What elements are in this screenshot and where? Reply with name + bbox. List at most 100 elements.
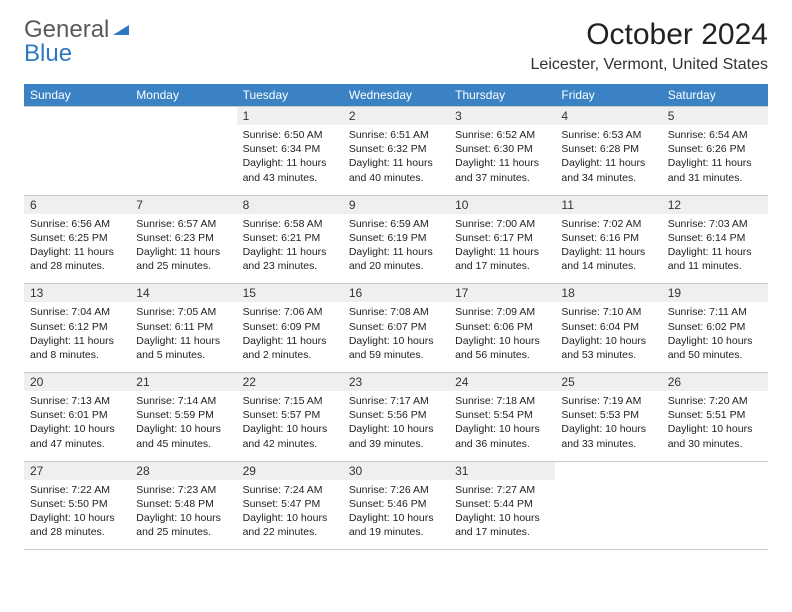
day-content-cell: Sunrise: 7:20 AMSunset: 5:51 PMDaylight:…: [662, 391, 768, 461]
sunrise-text: Sunrise: 7:26 AM: [349, 483, 443, 497]
sunset-text: Sunset: 5:59 PM: [136, 408, 230, 422]
day-number-row: 2728293031: [24, 461, 768, 480]
logo-sail-icon: [111, 16, 131, 43]
logo-text-2: Blue: [24, 40, 72, 67]
page-header: General Blue October 2024 Leicester, Ver…: [24, 18, 768, 74]
sunrise-text: Sunrise: 6:58 AM: [243, 217, 337, 231]
daylight-text: Daylight: 10 hours and 28 minutes.: [30, 511, 124, 539]
day-number-cell: 2: [343, 107, 449, 126]
sunset-text: Sunset: 6:14 PM: [668, 231, 762, 245]
day-content-cell: Sunrise: 7:04 AMSunset: 6:12 PMDaylight:…: [24, 302, 130, 372]
daylight-text: Daylight: 11 hours and 31 minutes.: [668, 156, 762, 184]
sunset-text: Sunset: 6:19 PM: [349, 231, 443, 245]
day-content-row: Sunrise: 6:56 AMSunset: 6:25 PMDaylight:…: [24, 214, 768, 284]
day-content-cell: Sunrise: 7:22 AMSunset: 5:50 PMDaylight:…: [24, 480, 130, 550]
sunrise-text: Sunrise: 6:54 AM: [668, 128, 762, 142]
day-content-cell: [555, 480, 661, 550]
weekday-header: Saturday: [662, 84, 768, 107]
sunset-text: Sunset: 6:32 PM: [349, 142, 443, 156]
daylight-text: Daylight: 11 hours and 37 minutes.: [455, 156, 549, 184]
day-content-cell: Sunrise: 7:00 AMSunset: 6:17 PMDaylight:…: [449, 214, 555, 284]
day-number-cell: 16: [343, 284, 449, 303]
day-number-row: 12345: [24, 107, 768, 126]
day-number-cell: 12: [662, 195, 768, 214]
logo: General Blue: [24, 18, 131, 66]
daylight-text: Daylight: 10 hours and 47 minutes.: [30, 422, 124, 450]
day-number-cell: [662, 461, 768, 480]
sunset-text: Sunset: 6:11 PM: [136, 320, 230, 334]
weekday-header: Friday: [555, 84, 661, 107]
day-content-row: Sunrise: 7:13 AMSunset: 6:01 PMDaylight:…: [24, 391, 768, 461]
day-number-cell: 20: [24, 373, 130, 392]
day-number-cell: 13: [24, 284, 130, 303]
day-number-cell: 11: [555, 195, 661, 214]
daylight-text: Daylight: 10 hours and 30 minutes.: [668, 422, 762, 450]
weekday-header: Monday: [130, 84, 236, 107]
daylight-text: Daylight: 11 hours and 2 minutes.: [243, 334, 337, 362]
day-content-cell: Sunrise: 7:06 AMSunset: 6:09 PMDaylight:…: [237, 302, 343, 372]
daylight-text: Daylight: 11 hours and 25 minutes.: [136, 245, 230, 273]
sunrise-text: Sunrise: 7:15 AM: [243, 394, 337, 408]
day-content-cell: Sunrise: 7:05 AMSunset: 6:11 PMDaylight:…: [130, 302, 236, 372]
day-content-cell: Sunrise: 7:11 AMSunset: 6:02 PMDaylight:…: [662, 302, 768, 372]
day-content-cell: Sunrise: 6:56 AMSunset: 6:25 PMDaylight:…: [24, 214, 130, 284]
sunset-text: Sunset: 5:48 PM: [136, 497, 230, 511]
day-number-cell: 5: [662, 107, 768, 126]
day-content-cell: Sunrise: 7:10 AMSunset: 6:04 PMDaylight:…: [555, 302, 661, 372]
day-content-row: Sunrise: 7:22 AMSunset: 5:50 PMDaylight:…: [24, 480, 768, 550]
sunrise-text: Sunrise: 7:06 AM: [243, 305, 337, 319]
weekday-header-row: Sunday Monday Tuesday Wednesday Thursday…: [24, 84, 768, 107]
day-number-cell: 8: [237, 195, 343, 214]
sunrise-text: Sunrise: 7:00 AM: [455, 217, 549, 231]
sunrise-text: Sunrise: 6:59 AM: [349, 217, 443, 231]
day-content-row: Sunrise: 7:04 AMSunset: 6:12 PMDaylight:…: [24, 302, 768, 372]
sunset-text: Sunset: 6:17 PM: [455, 231, 549, 245]
day-number-cell: 15: [237, 284, 343, 303]
day-content-cell: [24, 125, 130, 195]
day-number-cell: [555, 461, 661, 480]
day-number-cell: 21: [130, 373, 236, 392]
day-content-row: Sunrise: 6:50 AMSunset: 6:34 PMDaylight:…: [24, 125, 768, 195]
daylight-text: Daylight: 10 hours and 25 minutes.: [136, 511, 230, 539]
day-content-cell: Sunrise: 6:50 AMSunset: 6:34 PMDaylight:…: [237, 125, 343, 195]
day-number-cell: 1: [237, 107, 343, 126]
sunrise-text: Sunrise: 7:19 AM: [561, 394, 655, 408]
sunrise-text: Sunrise: 7:11 AM: [668, 305, 762, 319]
daylight-text: Daylight: 10 hours and 56 minutes.: [455, 334, 549, 362]
day-number-cell: 10: [449, 195, 555, 214]
sunrise-text: Sunrise: 7:09 AM: [455, 305, 549, 319]
sunset-text: Sunset: 6:09 PM: [243, 320, 337, 334]
sunset-text: Sunset: 6:26 PM: [668, 142, 762, 156]
day-number-cell: 17: [449, 284, 555, 303]
sunrise-text: Sunrise: 7:08 AM: [349, 305, 443, 319]
daylight-text: Daylight: 10 hours and 59 minutes.: [349, 334, 443, 362]
day-content-cell: Sunrise: 7:15 AMSunset: 5:57 PMDaylight:…: [237, 391, 343, 461]
sunset-text: Sunset: 6:12 PM: [30, 320, 124, 334]
sunrise-text: Sunrise: 7:20 AM: [668, 394, 762, 408]
daylight-text: Daylight: 11 hours and 20 minutes.: [349, 245, 443, 273]
daylight-text: Daylight: 10 hours and 53 minutes.: [561, 334, 655, 362]
sunrise-text: Sunrise: 7:23 AM: [136, 483, 230, 497]
day-content-cell: Sunrise: 7:14 AMSunset: 5:59 PMDaylight:…: [130, 391, 236, 461]
sunset-text: Sunset: 5:56 PM: [349, 408, 443, 422]
daylight-text: Daylight: 11 hours and 8 minutes.: [30, 334, 124, 362]
day-content-cell: Sunrise: 7:03 AMSunset: 6:14 PMDaylight:…: [662, 214, 768, 284]
daylight-text: Daylight: 11 hours and 17 minutes.: [455, 245, 549, 273]
sunset-text: Sunset: 5:53 PM: [561, 408, 655, 422]
day-number-cell: 9: [343, 195, 449, 214]
daylight-text: Daylight: 10 hours and 22 minutes.: [243, 511, 337, 539]
day-content-cell: Sunrise: 6:54 AMSunset: 6:26 PMDaylight:…: [662, 125, 768, 195]
day-number-cell: [24, 107, 130, 126]
day-content-cell: Sunrise: 7:13 AMSunset: 6:01 PMDaylight:…: [24, 391, 130, 461]
sunset-text: Sunset: 6:28 PM: [561, 142, 655, 156]
month-title: October 2024: [531, 18, 768, 52]
sunrise-text: Sunrise: 7:22 AM: [30, 483, 124, 497]
day-content-cell: Sunrise: 6:58 AMSunset: 6:21 PMDaylight:…: [237, 214, 343, 284]
day-number-cell: 3: [449, 107, 555, 126]
daylight-text: Daylight: 11 hours and 14 minutes.: [561, 245, 655, 273]
sunset-text: Sunset: 6:21 PM: [243, 231, 337, 245]
day-number-cell: 19: [662, 284, 768, 303]
day-number-row: 20212223242526: [24, 373, 768, 392]
sunrise-text: Sunrise: 7:02 AM: [561, 217, 655, 231]
daylight-text: Daylight: 11 hours and 34 minutes.: [561, 156, 655, 184]
